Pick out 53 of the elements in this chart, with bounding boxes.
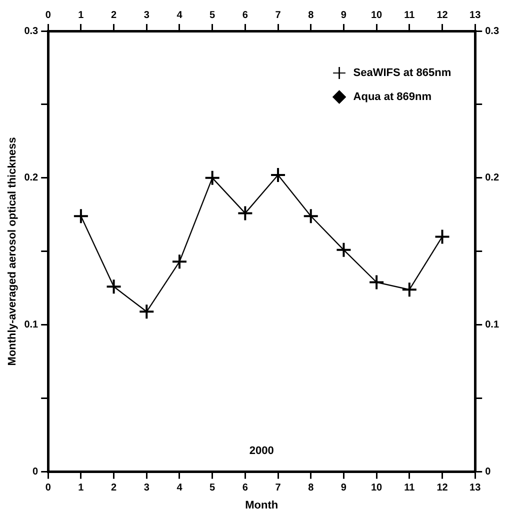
x2-tick-label: 1 [78, 482, 84, 494]
y-tick-label: 0.2 [24, 172, 39, 184]
legend-label: Aqua at 869nm [353, 91, 432, 104]
x-tick-label: 9 [340, 10, 347, 21]
point [368, 274, 385, 290]
x-tick-label: 10 [371, 10, 383, 21]
y2-tick-label: 0.1 [485, 320, 500, 331]
x-tick-label: 5 [210, 10, 216, 21]
y-tick-label: 0.1 [24, 320, 39, 331]
x-tick-label: 0 [45, 10, 52, 21]
x2-tick-label: 2 [111, 482, 118, 494]
x-tick-label: 13 [470, 10, 482, 21]
x-tick-label: 11 [404, 10, 416, 21]
point [138, 304, 155, 320]
point [204, 170, 220, 186]
y-axis-title: Monthly-averaged aerosol optical thickness [6, 137, 19, 366]
annotation: 2000 [249, 444, 274, 457]
point [302, 208, 319, 224]
x2-tick-label: 3 [144, 482, 150, 494]
x2-tick-label: 11 [404, 482, 416, 494]
x2-tick-label: 5 [210, 482, 216, 494]
x2-tick-label: 10 [371, 482, 383, 494]
point [336, 242, 352, 258]
x2-tick-label: 7 [275, 482, 282, 494]
y-tick-label: 0 [32, 466, 39, 478]
point [237, 205, 254, 222]
x-axis-title: Month [245, 499, 278, 512]
x-tick-label: 4 [176, 10, 183, 21]
y2-tick-label: 0.3 [485, 26, 500, 37]
point [171, 254, 188, 270]
x-tick-label: 2 [111, 10, 118, 21]
x-tick-label: 6 [242, 10, 248, 21]
point [106, 278, 122, 295]
x2-tick-label: 13 [470, 482, 482, 494]
legend-label: SeaWIFS at 865nm [353, 67, 452, 80]
y2-tick-label: 0 [485, 466, 492, 478]
y-tick-label: 0.3 [24, 26, 39, 37]
x2-tick-label: 6 [242, 482, 248, 494]
x2-tick-label: 4 [176, 482, 183, 494]
y2-tick-label: 0.2 [485, 172, 500, 184]
x2-tick-label: 0 [45, 482, 52, 494]
x2-tick-label: 8 [308, 482, 314, 494]
point [72, 208, 89, 224]
point [270, 166, 286, 183]
x2-tick-label: 9 [340, 482, 347, 494]
x-tick-label: 3 [144, 10, 150, 21]
x-tick-label: 8 [308, 10, 314, 21]
x2-tick-label: 12 [436, 482, 448, 494]
x-tick-label: 12 [436, 10, 448, 21]
x-tick-label: 1 [78, 10, 84, 21]
x-tick-label: 7 [275, 10, 282, 21]
point [434, 228, 450, 245]
point [401, 282, 418, 298]
